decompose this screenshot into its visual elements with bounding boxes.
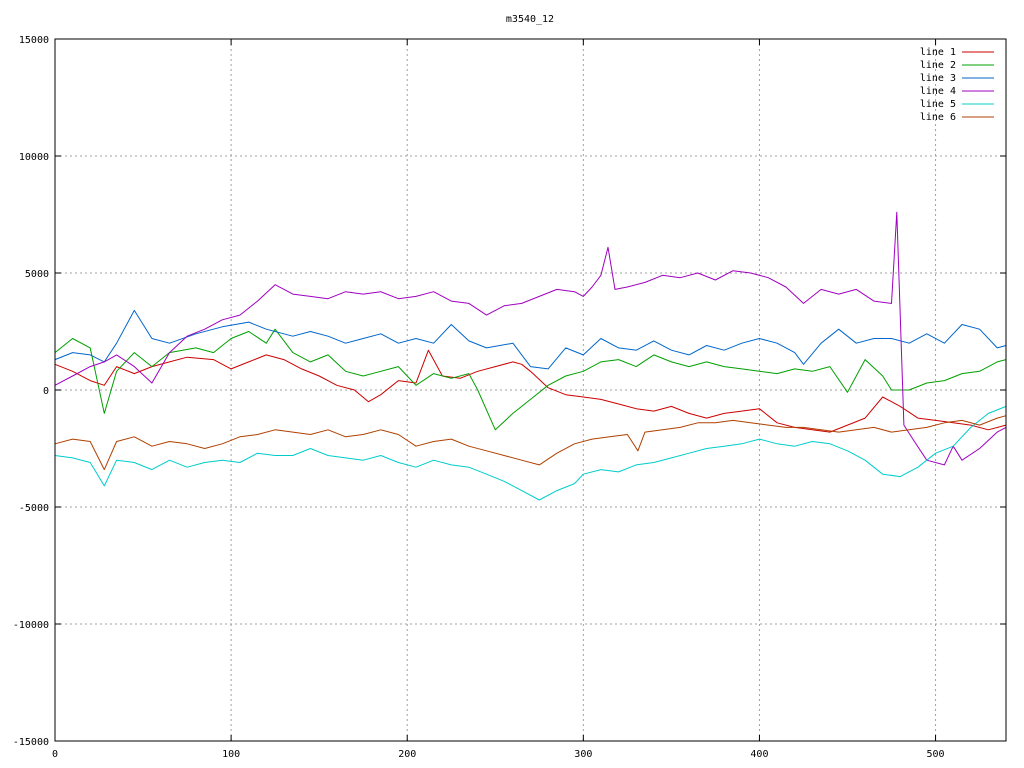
x-tick-label: 200 (398, 749, 416, 760)
y-tick-label: 15000 (19, 35, 49, 46)
legend: line 1 line 2 line 3 line 4 line 5 line 6 (920, 47, 994, 123)
y-tick-label: 10000 (19, 152, 49, 163)
x-tick-label: 0 (52, 749, 58, 760)
x-tick-label: 500 (927, 749, 945, 760)
legend-label: line 3 (920, 73, 956, 84)
grid (55, 39, 1006, 741)
legend-label: line 6 (920, 112, 956, 123)
series-5-line (54, 405, 1007, 501)
legend-label: line 5 (920, 99, 956, 110)
y-tick-label: -15000 (13, 737, 49, 748)
legend-label: line 2 (920, 60, 956, 71)
series-3-line (54, 309, 1007, 370)
series-1-line (54, 349, 1007, 433)
y-tick-label: 0 (43, 386, 49, 397)
y-tick-label: -5000 (19, 503, 49, 514)
series-lines (54, 211, 1007, 501)
series-6-line (54, 415, 1007, 471)
series-2-line (54, 328, 1007, 431)
y-tick-label: 5000 (25, 269, 49, 280)
legend-label: line 4 (920, 86, 956, 97)
chart-title: m3540_12 (506, 14, 554, 25)
x-tick-label: 100 (222, 749, 240, 760)
axis-ticks: 0 100 200 300 400 500 -15000 -10000 -5000 0 5000 10… (13, 35, 1006, 760)
x-tick-label: 400 (750, 749, 768, 760)
series-4-line (54, 211, 1007, 466)
x-tick-label: 300 (574, 749, 592, 760)
legend-label: line 1 (920, 47, 956, 58)
y-tick-label: -10000 (13, 620, 49, 631)
